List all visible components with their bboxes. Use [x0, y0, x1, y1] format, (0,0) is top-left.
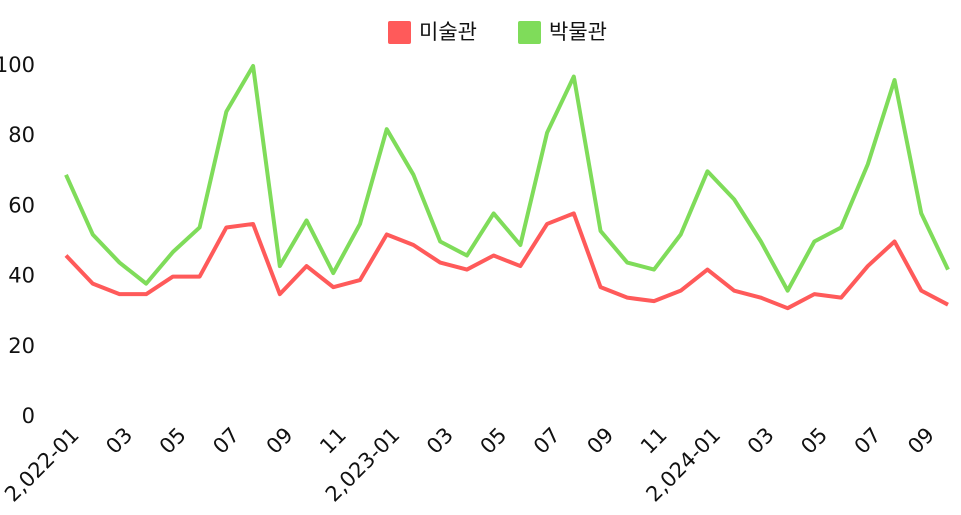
series-line [64, 211, 949, 311]
x-tick-label: 09 [903, 423, 939, 459]
y-tick-label: 60 [8, 193, 35, 217]
legend-swatch [518, 21, 541, 44]
x-tick-label: 07 [208, 423, 244, 459]
y-tick-label: 0 [22, 404, 35, 428]
x-tick-label: 05 [796, 423, 832, 459]
x-tick-label: 05 [155, 423, 191, 459]
x-tick-label: 09 [262, 423, 298, 459]
x-tick-label: 03 [422, 423, 458, 459]
x-tick-label: 09 [582, 423, 618, 459]
y-tick-label: 80 [8, 123, 35, 147]
x-tick-label: 07 [850, 423, 886, 459]
y-tick-label: 100 [0, 53, 35, 77]
legend-swatch [388, 21, 411, 44]
x-tick-label: 03 [101, 423, 137, 459]
y-tick-label: 20 [8, 334, 35, 358]
x-tick-label: 07 [529, 423, 565, 459]
y-tick-label: 40 [8, 264, 35, 288]
series-line [64, 64, 950, 293]
x-tick-label: 05 [476, 423, 512, 459]
legend-label: 미술관 [419, 20, 477, 44]
x-tick-label: 11 [636, 423, 672, 459]
x-tick-label: 2,022-01 [0, 423, 84, 507]
legend-label: 박물관 [549, 20, 607, 44]
x-tick-label: 11 [315, 423, 351, 459]
x-tick-label: 03 [743, 423, 779, 459]
